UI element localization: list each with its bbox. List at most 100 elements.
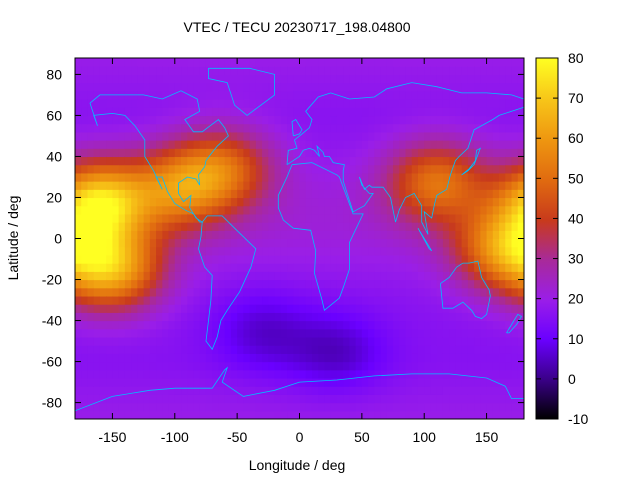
heatmap-cell	[318, 131, 326, 141]
heatmap-cell	[436, 402, 444, 412]
heatmap-cell	[75, 279, 82, 289]
heatmap-cell	[393, 287, 400, 297]
heatmap-cell	[199, 312, 207, 322]
heatmap-cell	[405, 345, 413, 354]
heatmap-cell	[399, 156, 407, 166]
heatmap-cell	[492, 263, 500, 272]
heatmap-cell	[349, 123, 357, 133]
heatmap-cell	[330, 287, 338, 297]
heatmap-cell	[293, 140, 301, 149]
heatmap-cell	[149, 304, 157, 313]
heatmap-cell	[106, 156, 114, 166]
heatmap-cell	[455, 123, 463, 133]
heatmap-cell	[299, 410, 307, 419]
heatmap-cell	[274, 361, 282, 371]
heatmap-cell	[474, 107, 481, 117]
heatmap-cell	[168, 328, 176, 338]
heatmap-cell	[262, 189, 269, 199]
heatmap-cell	[355, 131, 363, 141]
heatmap-cell	[368, 271, 375, 281]
heatmap-cell	[318, 279, 326, 289]
colorbar-tick-label: 10	[568, 331, 584, 347]
heatmap-cell	[430, 156, 438, 166]
heatmap-cell	[474, 90, 481, 100]
heatmap-cell	[467, 197, 475, 207]
heatmap-cell	[143, 312, 151, 322]
heatmap-cell	[449, 181, 457, 190]
heatmap-cell	[181, 140, 188, 149]
heatmap-cell	[330, 246, 338, 256]
heatmap-cell	[411, 304, 419, 313]
heatmap-cell	[436, 181, 444, 190]
heatmap-cell	[417, 361, 425, 371]
heatmap-cell	[81, 279, 89, 289]
heatmap-cell	[349, 279, 357, 289]
heatmap-cell	[517, 115, 524, 125]
heatmap-cell	[124, 238, 132, 248]
heatmap-cell	[237, 189, 244, 199]
heatmap-cell	[181, 74, 188, 84]
heatmap-cell	[393, 123, 400, 133]
heatmap-cell	[517, 353, 524, 363]
heatmap-cell	[361, 74, 369, 84]
heatmap-cell	[124, 156, 132, 166]
heatmap-cell	[424, 181, 432, 190]
heatmap-cell	[455, 99, 463, 108]
heatmap-cell	[336, 410, 344, 419]
heatmap-cell	[137, 164, 145, 174]
heatmap-cell	[411, 312, 419, 322]
heatmap-cell	[336, 353, 344, 363]
heatmap-cell	[436, 353, 444, 363]
heatmap-cell	[405, 123, 413, 133]
heatmap-cell	[131, 156, 138, 166]
heatmap-cell	[330, 148, 338, 158]
heatmap-cell	[112, 181, 120, 190]
heatmap-cell	[417, 172, 425, 182]
heatmap-cell	[87, 246, 95, 256]
heatmap-cell	[368, 107, 375, 117]
heatmap-cell	[399, 213, 407, 223]
heatmap-cell	[237, 238, 244, 248]
heatmap-cell	[374, 254, 382, 264]
heatmap-cell	[156, 213, 163, 223]
heatmap-cell	[237, 172, 244, 182]
heatmap-cell	[517, 320, 524, 330]
heatmap-cell	[199, 287, 207, 297]
heatmap-cell	[187, 287, 195, 297]
heatmap-cell	[355, 263, 363, 272]
heatmap-cell	[137, 345, 145, 354]
heatmap-cell	[436, 82, 444, 92]
heatmap-cell	[380, 156, 388, 166]
heatmap-cell	[156, 361, 163, 371]
heatmap-cell	[162, 336, 170, 346]
heatmap-cell	[517, 197, 524, 207]
heatmap-cell	[199, 82, 207, 92]
heatmap-cell	[268, 377, 276, 387]
heatmap-cell	[230, 205, 238, 215]
heatmap-cell	[193, 230, 201, 240]
heatmap-cell	[249, 295, 257, 305]
heatmap-cell	[318, 345, 326, 354]
heatmap-cell	[499, 377, 506, 387]
coastline	[277, 162, 364, 312]
heatmap-cell	[374, 263, 382, 272]
heatmap-cell	[486, 320, 494, 330]
heatmap-cell	[324, 279, 332, 289]
heatmap-cell	[262, 148, 269, 158]
heatmap-cell	[368, 82, 375, 92]
heatmap-cell	[467, 312, 475, 322]
heatmap-cell	[467, 295, 475, 305]
heatmap-cell	[517, 271, 524, 281]
heatmap-cell	[181, 205, 188, 215]
heatmap-cell	[249, 369, 257, 379]
heatmap-cell	[280, 115, 288, 125]
heatmap-cell	[417, 402, 425, 412]
heatmap-cell	[131, 386, 138, 395]
heatmap-cell	[480, 254, 488, 264]
heatmap-cell	[280, 402, 288, 412]
heatmap-cell	[480, 271, 488, 281]
heatmap-cell	[480, 172, 488, 182]
heatmap-cell	[349, 410, 357, 419]
heatmap-cell	[224, 140, 232, 149]
heatmap-cell	[399, 377, 407, 387]
